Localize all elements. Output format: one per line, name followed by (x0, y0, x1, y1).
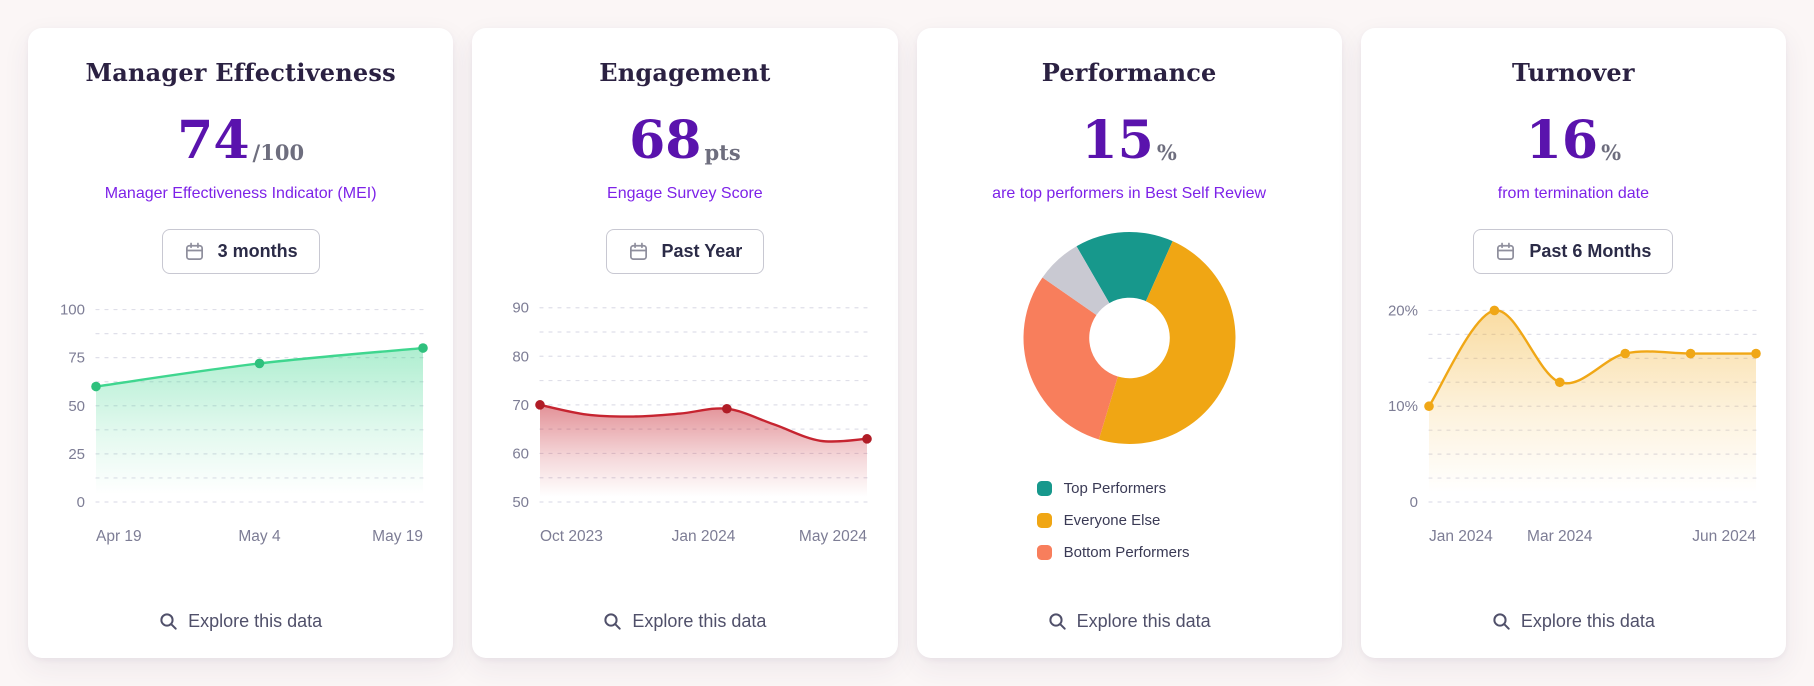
metric: 68 pts (629, 115, 741, 167)
time-range-filter-button[interactable]: Past Year (605, 229, 765, 274)
svg-text:0: 0 (1410, 494, 1418, 511)
svg-text:20%: 20% (1388, 302, 1418, 319)
svg-text:75: 75 (68, 350, 85, 367)
legend-swatch (1036, 545, 1052, 560)
calendar-icon (1495, 241, 1516, 262)
metric-value: 68 (629, 110, 702, 171)
legend-label: Everyone Else (1063, 512, 1161, 529)
legend-item-bottom-performers: Bottom Performers (1036, 544, 1222, 561)
svg-text:50: 50 (513, 494, 530, 511)
legend-label: Bottom Performers (1063, 544, 1190, 561)
svg-text:80: 80 (513, 348, 530, 365)
calendar-icon (628, 241, 649, 262)
metric-unit: pts (704, 140, 741, 165)
svg-text:10%: 10% (1388, 398, 1418, 415)
explore-data-link[interactable]: Explore this data (1048, 611, 1211, 632)
svg-text:0: 0 (77, 494, 85, 511)
svg-text:25: 25 (68, 446, 85, 463)
explore-label: Explore this data (632, 611, 767, 631)
filter-label: Past 6 Months (1529, 241, 1652, 261)
metric-value: 15 (1081, 110, 1154, 171)
manager-effectiveness-card: Manager Effectiveness 74 /100 Manager Ef… (28, 28, 454, 658)
svg-text:Jan 2024: Jan 2024 (672, 528, 736, 545)
filter-label: Past Year (661, 241, 743, 261)
card-title: Turnover (1512, 58, 1635, 87)
metric-unit: /100 (252, 140, 305, 165)
donut-legend: Top Performers Everyone Else Bottom Perf… (1036, 480, 1222, 561)
metric-subtitle: from termination date (1497, 185, 1649, 202)
metric-unit: % (1156, 140, 1177, 165)
svg-text:70: 70 (513, 397, 530, 414)
search-icon (1048, 612, 1067, 631)
explore-label: Explore this data (1076, 611, 1211, 631)
metric: 16 % (1526, 115, 1621, 167)
metric-value: 74 (177, 110, 250, 171)
performance-card: Performance 15 % are top performers in B… (916, 28, 1342, 658)
metric: 74 /100 (177, 115, 304, 167)
legend-item-everyone-else: Everyone Else (1036, 512, 1222, 529)
metric-unit: % (1601, 140, 1622, 165)
engagement-trend-chart: 50 60 70 80 90 Oct 2023 Jan 2024 May 2024 (496, 294, 873, 551)
svg-text:Apr 19: Apr 19 (96, 528, 142, 545)
svg-text:Mar 2024: Mar 2024 (1527, 528, 1593, 545)
metric-subtitle: Engage Survey Score (607, 185, 763, 202)
legend-label: Top Performers (1063, 480, 1167, 497)
mei-trend-chart: 0 25 50 75 100 Apr 19 May 4 May 19 (52, 294, 429, 551)
svg-text:90: 90 (513, 300, 530, 317)
svg-text:Jun 2024: Jun 2024 (1692, 528, 1756, 545)
filter-label: 3 months (217, 241, 298, 261)
legend-swatch (1036, 513, 1052, 528)
metric-subtitle: are top performers in Best Self Review (992, 185, 1267, 202)
svg-text:May 4: May 4 (239, 528, 282, 545)
explore-data-link[interactable]: Explore this data (603, 611, 766, 632)
explore-data-link[interactable]: Explore this data (159, 611, 322, 632)
search-icon (159, 612, 178, 631)
svg-text:Jan 2024: Jan 2024 (1429, 528, 1493, 545)
svg-text:50: 50 (68, 398, 85, 415)
card-title: Manager Effectiveness (85, 58, 396, 87)
turnover-card: Turnover 16 % from termination date Past… (1360, 28, 1786, 658)
explore-label: Explore this data (188, 611, 323, 631)
search-icon (603, 612, 622, 631)
metric-value: 16 (1525, 110, 1599, 171)
svg-text:60: 60 (513, 445, 530, 462)
card-title: Performance (1041, 58, 1217, 87)
time-range-filter-button[interactable]: Past 6 Months (1473, 229, 1674, 274)
metric-subtitle: Manager Effectiveness Indicator (MEI) (104, 185, 377, 202)
svg-text:May 2024: May 2024 (799, 528, 867, 545)
svg-text:Oct 2023: Oct 2023 (540, 528, 603, 545)
legend-swatch (1036, 481, 1052, 496)
turnover-trend-chart: 0 10% 20% Jan 2024 Mar 2024 Jun 2024 (1385, 294, 1762, 551)
svg-text:100: 100 (60, 302, 85, 319)
legend-item-top-performers: Top Performers (1036, 480, 1222, 497)
performance-donut-chart (941, 223, 1318, 458)
card-title: Engagement (599, 58, 771, 87)
time-range-filter-button[interactable]: 3 months (161, 229, 320, 274)
engagement-card: Engagement 68 pts Engage Survey Score Pa… (472, 28, 898, 658)
search-icon (1492, 612, 1511, 631)
metric: 15 % (1081, 115, 1176, 167)
svg-text:May 19: May 19 (372, 528, 423, 545)
explore-label: Explore this data (1520, 611, 1655, 631)
calendar-icon (184, 241, 205, 262)
explore-data-link[interactable]: Explore this data (1492, 611, 1655, 632)
